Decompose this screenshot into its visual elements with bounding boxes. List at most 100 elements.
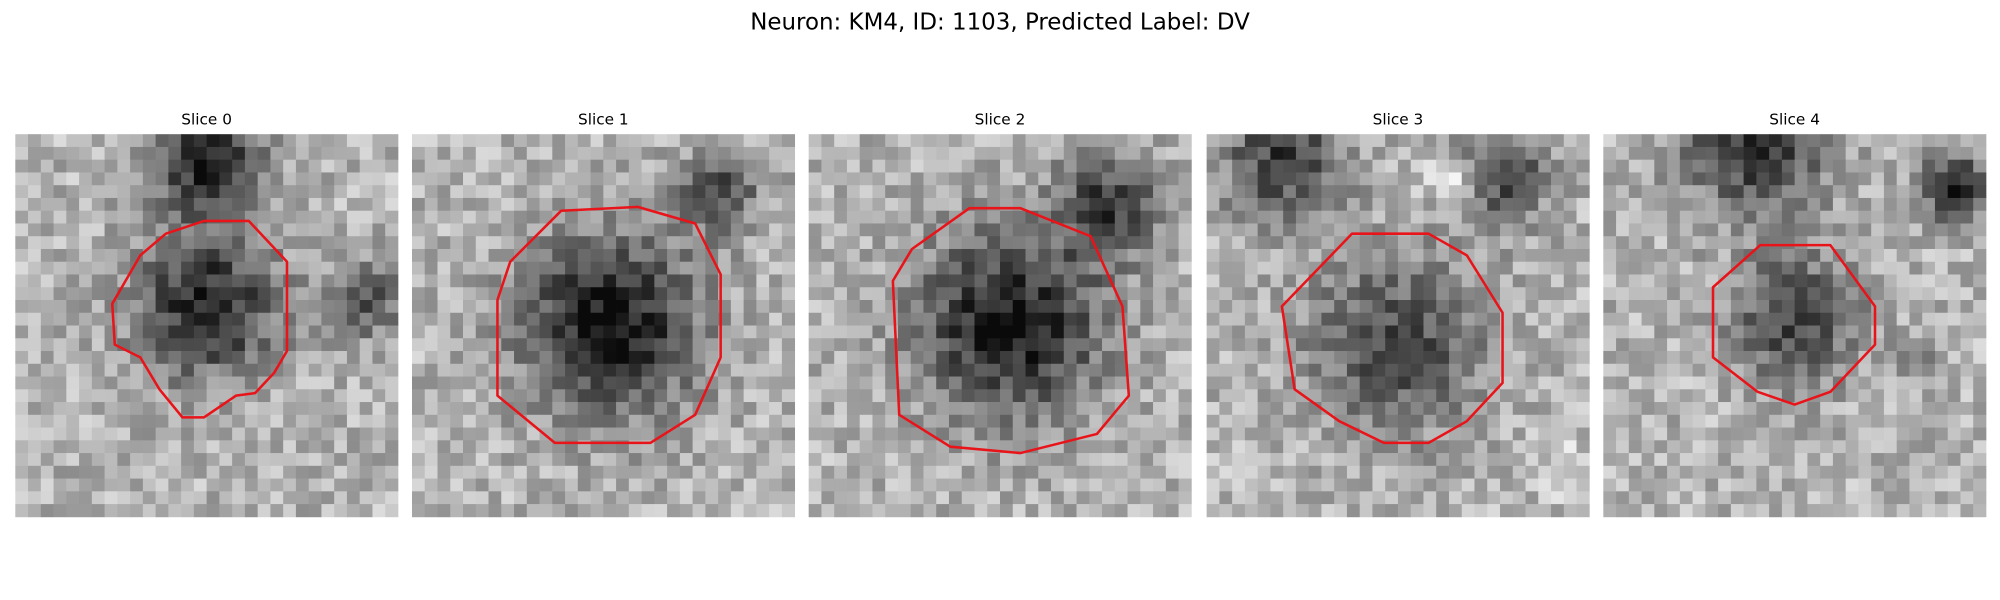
- pixel: [808, 274, 822, 288]
- pixel: [232, 185, 246, 199]
- pixel: [526, 478, 540, 492]
- pixel: [743, 351, 757, 365]
- pixel: [1667, 504, 1681, 518]
- pixel: [91, 210, 105, 224]
- pixel: [1973, 478, 1987, 492]
- pixel: [1346, 504, 1361, 518]
- pixel: [1973, 376, 1987, 390]
- pixel: [1308, 504, 1322, 518]
- pixel: [1063, 236, 1077, 250]
- pixel: [910, 274, 924, 288]
- pixel: [808, 197, 822, 212]
- pixel: [1654, 402, 1668, 416]
- pixel: [463, 465, 477, 479]
- pixel: [1909, 427, 1923, 441]
- pixel: [1743, 414, 1757, 428]
- pixel: [1909, 261, 1923, 275]
- pixel: [1512, 312, 1526, 326]
- pixel: [1500, 210, 1514, 224]
- pixel: [1165, 402, 1179, 416]
- pixel: [769, 312, 783, 326]
- pixel: [270, 287, 284, 301]
- pixel: [1359, 504, 1373, 518]
- pixel: [1448, 389, 1463, 403]
- pixel: [1922, 134, 1936, 148]
- pixel: [821, 491, 835, 505]
- pixel: [1883, 261, 1898, 275]
- pixel: [948, 312, 963, 326]
- pixel: [346, 248, 361, 263]
- pixel: [1756, 427, 1770, 441]
- pixel: [1219, 453, 1233, 467]
- pixel: [1487, 453, 1501, 467]
- pixel: [424, 402, 438, 416]
- pixel: [1820, 478, 1834, 492]
- pixel: [206, 159, 220, 173]
- pixel: [552, 338, 566, 352]
- pixel: [1423, 236, 1437, 250]
- pixel: [1219, 159, 1233, 173]
- pixel: [603, 223, 617, 237]
- pixel: [1947, 478, 1961, 492]
- pixel: [1551, 236, 1565, 250]
- pixel: [1858, 261, 1872, 275]
- pixel: [40, 376, 54, 390]
- pixel: [66, 274, 80, 288]
- pixel: [705, 185, 719, 199]
- pixel: [846, 300, 861, 314]
- pixel: [1960, 146, 1974, 161]
- pixel: [834, 134, 848, 148]
- pixel: [1308, 478, 1322, 492]
- pixel: [1321, 491, 1335, 505]
- pixel: [756, 338, 770, 352]
- pixel: [936, 300, 950, 314]
- pixel: [475, 414, 489, 428]
- pixel: [1756, 159, 1770, 173]
- pixel: [628, 134, 642, 148]
- pixel: [1063, 491, 1077, 505]
- pixel: [756, 376, 770, 390]
- pixel: [1679, 453, 1693, 467]
- pixel: [974, 146, 988, 161]
- pixel: [1025, 491, 1039, 505]
- pixel: [781, 491, 796, 505]
- pixel: [1563, 287, 1577, 301]
- pixel: [1295, 363, 1310, 377]
- pixel: [1909, 312, 1923, 326]
- pixel: [193, 478, 208, 492]
- pixel: [1512, 402, 1526, 416]
- pixel: [821, 134, 835, 148]
- pixel: [1730, 440, 1745, 454]
- pixel: [1487, 363, 1501, 377]
- pixel: [987, 287, 1001, 301]
- pixel: [168, 376, 182, 390]
- pixel: [961, 172, 975, 186]
- pixel: [117, 453, 131, 467]
- pixel: [232, 197, 246, 212]
- pixel: [987, 210, 1001, 224]
- pixel: [1102, 376, 1116, 390]
- pixel: [1576, 261, 1590, 275]
- pixel: [1346, 274, 1361, 288]
- pixel: [1692, 504, 1706, 518]
- pixel: [1909, 134, 1923, 148]
- pixel: [437, 248, 451, 263]
- pixel: [142, 312, 156, 326]
- pixel: [411, 248, 426, 263]
- pixel: [15, 248, 29, 263]
- pixel: [1321, 223, 1335, 237]
- pixel: [15, 414, 29, 428]
- pixel: [1667, 414, 1681, 428]
- pixel: [859, 389, 873, 403]
- pixel: [808, 261, 822, 275]
- pixel: [1487, 248, 1501, 263]
- pixel: [91, 338, 105, 352]
- pixel: [1871, 223, 1885, 237]
- pixel: [1883, 491, 1898, 505]
- pixel: [1359, 478, 1373, 492]
- pixel: [1832, 274, 1847, 288]
- pixel: [1641, 325, 1655, 339]
- pixel: [743, 287, 757, 301]
- pixel: [641, 376, 655, 390]
- pixel: [885, 504, 899, 518]
